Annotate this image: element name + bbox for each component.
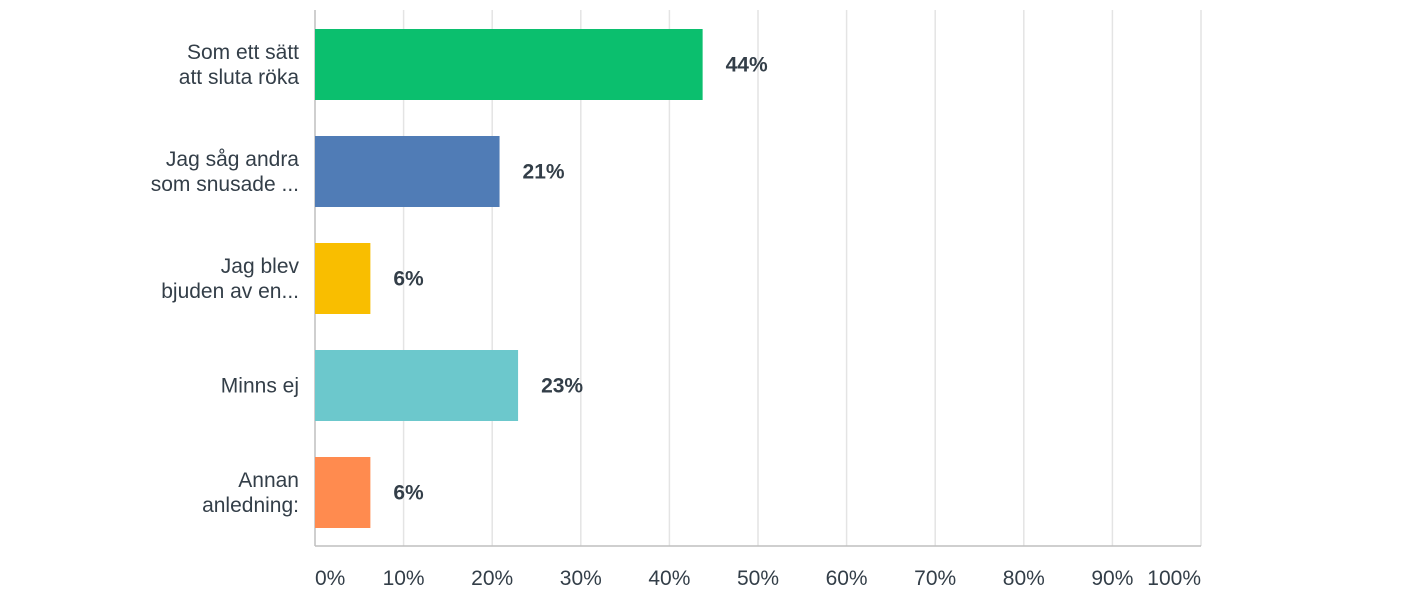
x-tick-label: 100%: [1147, 567, 1201, 590]
category-label: anledning:: [202, 494, 299, 517]
value-label: 6%: [393, 268, 424, 291]
x-tick-label: 40%: [648, 567, 690, 590]
category-label: Jag blev: [221, 255, 300, 278]
x-tick-label: 50%: [737, 567, 779, 590]
value-label: 6%: [393, 482, 424, 505]
x-tick-label: 20%: [471, 567, 513, 590]
bar: [315, 29, 703, 100]
x-tick-label: 70%: [914, 567, 956, 590]
x-tick-label: 80%: [1003, 567, 1045, 590]
x-tick-label: 60%: [826, 567, 868, 590]
bar: [315, 350, 519, 421]
x-tick-label: 90%: [1091, 567, 1133, 590]
value-label: 44%: [726, 54, 768, 77]
value-label: 21%: [523, 161, 565, 184]
x-tick-label: 10%: [383, 567, 425, 590]
category-label: Minns ej: [221, 375, 299, 398]
category-label: Annan: [238, 469, 299, 492]
bar: [315, 457, 371, 528]
bar: [315, 243, 371, 314]
value-label: 23%: [541, 375, 583, 398]
x-tick-label: 0%: [315, 567, 345, 590]
category-label: bjuden av en...: [161, 280, 299, 303]
category-label: att sluta röka: [179, 66, 300, 89]
category-label: Som ett sätt: [187, 41, 299, 64]
bar: [315, 136, 500, 207]
category-label: som snusade ...: [151, 173, 299, 196]
x-tick-label: 30%: [560, 567, 602, 590]
category-label: Jag såg andra: [166, 148, 299, 171]
